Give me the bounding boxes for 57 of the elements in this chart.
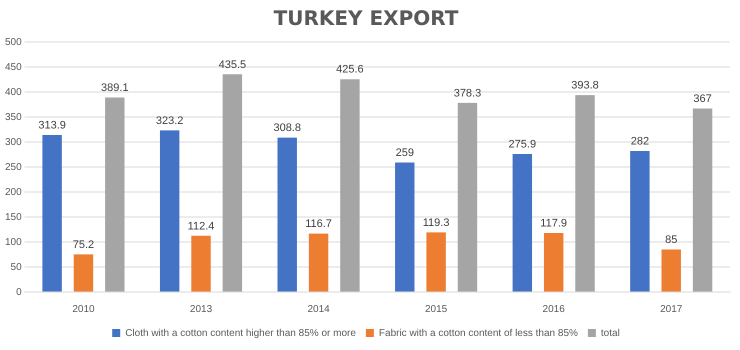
data-label: 259 [396, 147, 414, 160]
y-tick-label: 250 [4, 162, 22, 173]
data-label: 117.9 [540, 218, 568, 230]
bar [630, 151, 650, 292]
x-tick-label: 2015 [424, 304, 448, 315]
y-tick-label: 500 [4, 36, 22, 48]
bar [160, 130, 180, 292]
bar [340, 79, 360, 292]
x-tick-label: 2016 [542, 304, 566, 315]
data-label: 282 [630, 136, 650, 148]
bar [74, 254, 94, 292]
y-tick-label: 350 [4, 112, 22, 123]
data-label: 313.9 [38, 120, 66, 132]
bar [692, 108, 712, 292]
data-label: 116.7 [305, 218, 332, 230]
legend-label: Cloth with a cotton content higher than 85% or more [125, 328, 356, 339]
bar [191, 236, 211, 292]
bar [544, 233, 564, 292]
bar [575, 95, 595, 292]
y-tick-label: 0 [16, 286, 22, 298]
y-tick-label: 150 [4, 212, 22, 223]
legend-label: Fabric with a cotton content of less than 85% [378, 328, 578, 339]
data-label: 323.2 [156, 114, 184, 127]
y-tick-label: 100 [4, 236, 22, 248]
data-label: 425.6 [336, 64, 364, 76]
data-label: 112.4 [188, 220, 214, 232]
data-label: 75.2 [72, 238, 94, 251]
data-label: 435.5 [218, 58, 246, 71]
x-tick-label: 2017 [660, 304, 683, 315]
bar [512, 154, 532, 292]
x-tick-label: 2013 [190, 304, 213, 315]
data-label: 389.1 [101, 82, 129, 94]
data-label: 85 [665, 234, 678, 246]
data-label: 378.3 [454, 87, 482, 100]
x-tick-label: 2014 [307, 304, 330, 315]
data-label: 367 [693, 93, 712, 106]
bar [42, 135, 62, 292]
bar [395, 162, 414, 292]
bar [308, 234, 328, 292]
chart-title: TURKEY EXPORT [274, 6, 459, 30]
y-tick-label: 300 [4, 136, 22, 148]
bar [458, 102, 478, 292]
y-tick-label: 400 [4, 86, 22, 98]
y-tick-label: 50 [10, 262, 22, 273]
data-label: 119.3 [422, 216, 450, 229]
bar [278, 138, 297, 292]
y-tick-label: 450 [4, 62, 22, 73]
bar [222, 74, 242, 292]
bar [105, 97, 125, 292]
data-label: 393.8 [571, 80, 599, 92]
y-tick-label: 200 [4, 186, 22, 198]
data-label: 308.8 [273, 122, 301, 134]
bar [662, 250, 681, 292]
data-label: 275.9 [508, 138, 536, 151]
x-tick-label: 2010 [72, 304, 96, 315]
legend-label: total [600, 328, 620, 339]
bar [426, 232, 446, 292]
